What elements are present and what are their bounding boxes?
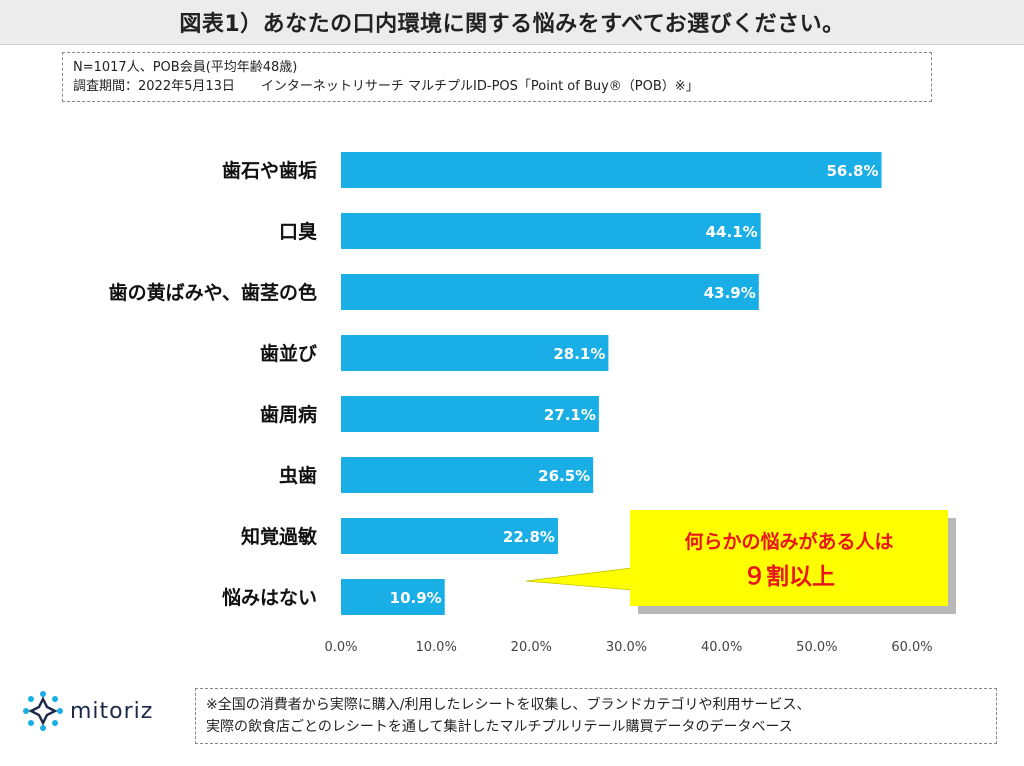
survey-sample-info: N=1017人、POB会員(平均年齢48歳)	[73, 60, 298, 75]
callout: 何らかの悩みがある人は ９割以上	[525, 510, 956, 614]
footnote-line1: ※全国の消費者から実際に購入/利用したレシートを収集し、ブランドカテゴリや利用サ…	[206, 697, 811, 713]
bar	[341, 335, 609, 371]
data-label: 10.9%	[390, 589, 442, 607]
bar	[341, 518, 558, 554]
x-axis-ticks: 0.0% 10.0% 20.0% 30.0% 40.0% 50.0% 60.0%	[324, 640, 932, 655]
bar	[341, 396, 599, 432]
data-label: 56.8%	[826, 162, 878, 180]
category-label: 口臭	[279, 220, 317, 243]
callout-line1: 何らかの悩みがある人は	[684, 530, 893, 553]
category-label: 歯周病	[260, 403, 317, 426]
bars-layer: 歯石や歯垢 56.8% 口臭 44.1% 歯の黄ばみや、歯茎の色 43.9% 歯並び 28.1…	[109, 152, 882, 615]
footnote-box: ※全国の消費者から実際に購入/利用したレシートを収集し、ブランドカテゴリや利用サ…	[195, 688, 997, 744]
category-label: 歯並び	[260, 342, 317, 365]
category-label: 虫歯	[279, 464, 317, 487]
footnote-line2: 実際の飲食店ごとのレシートを通して集計したマルチプルリテール購買データのデータベ…	[206, 719, 793, 735]
x-tick-label: 30.0%	[606, 640, 647, 655]
callout-line2: ９割以上	[743, 563, 835, 590]
mitoriz-star-icon	[23, 691, 63, 731]
title-bar: 図表1）あなたの口内環境に関する悩みをすべてお選びください。	[0, 0, 1024, 45]
page-title: 図表1）あなたの口内環境に関する悩みをすべてお選びください。	[179, 12, 845, 37]
data-label: 28.1%	[553, 345, 605, 363]
bar-chart: 歯石や歯垢 56.8% 口臭 44.1% 歯の黄ばみや、歯茎の色 43.9% 歯並び 28.1…	[109, 152, 956, 655]
survey-period-info: 調査期間：2022年5月13日 インターネットリサーチ マルチプルID-POS「…	[73, 79, 699, 94]
bar	[341, 152, 882, 188]
callout-pointer-cover	[540, 569, 633, 589]
x-tick-label: 40.0%	[701, 640, 742, 655]
category-label: 歯石や歯垢	[222, 159, 317, 182]
x-tick-label: 10.0%	[416, 640, 457, 655]
data-label: 27.1%	[544, 406, 596, 424]
survey-info-box: N=1017人、POB会員(平均年齢48歳) 調査期間：2022年5月13日 イ…	[62, 52, 932, 102]
bar	[341, 457, 594, 493]
data-label: 26.5%	[538, 467, 590, 485]
bar	[341, 579, 445, 615]
mitoriz-logo: mitoriz	[22, 688, 182, 734]
x-tick-label: 20.0%	[511, 640, 552, 655]
bar	[341, 274, 759, 310]
data-label: 22.8%	[503, 528, 555, 546]
x-tick-label: 60.0%	[891, 640, 932, 655]
x-tick-label: 50.0%	[796, 640, 837, 655]
category-label: 知覚過敏	[241, 525, 317, 548]
logo-text: mitoriz	[70, 698, 154, 724]
bar	[341, 213, 761, 249]
category-label: 歯の黄ばみや、歯茎の色	[109, 281, 317, 304]
category-label: 悩みはない	[222, 586, 317, 609]
callout-box	[630, 510, 948, 606]
data-label: 44.1%	[706, 223, 758, 241]
x-tick-label: 0.0%	[324, 640, 357, 655]
data-label: 43.9%	[704, 284, 756, 302]
